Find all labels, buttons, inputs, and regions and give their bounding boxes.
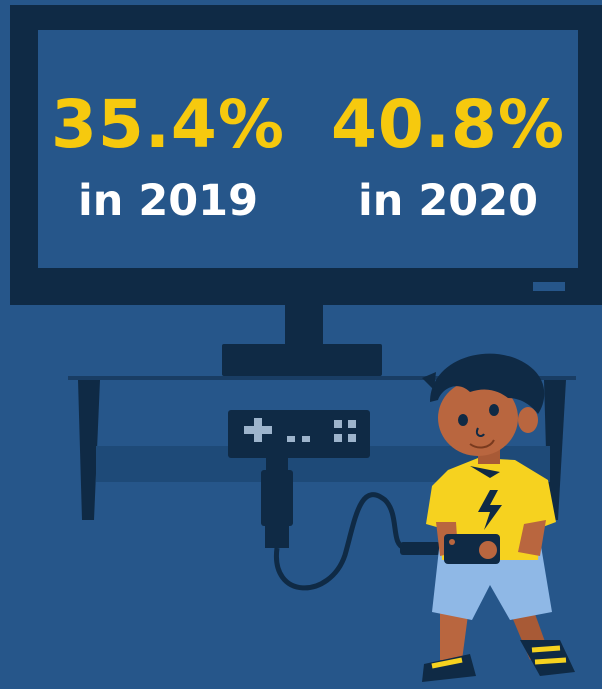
- tv-icon: [10, 5, 602, 376]
- stat-year-label: in 2020: [358, 176, 538, 226]
- game-console-icon: [228, 410, 370, 458]
- tv-power-indicator: [533, 282, 565, 291]
- tv-screen: [38, 30, 578, 268]
- stat-percentage: 35.4%: [51, 86, 285, 163]
- tv-stand-base: [222, 344, 382, 376]
- stat-2020: 40.8% in 2020: [328, 92, 568, 223]
- stat-percentage: 40.8%: [331, 86, 565, 163]
- tv-stand-neck: [285, 305, 323, 347]
- game-controller-icon: [444, 534, 500, 564]
- stat-2019: 35.4% in 2019: [48, 92, 288, 223]
- controller-cable: [261, 458, 440, 591]
- lightning-bolt-icon: [478, 490, 502, 530]
- child-gamer-illustration: [422, 353, 575, 682]
- stat-year-label: in 2019: [78, 176, 258, 226]
